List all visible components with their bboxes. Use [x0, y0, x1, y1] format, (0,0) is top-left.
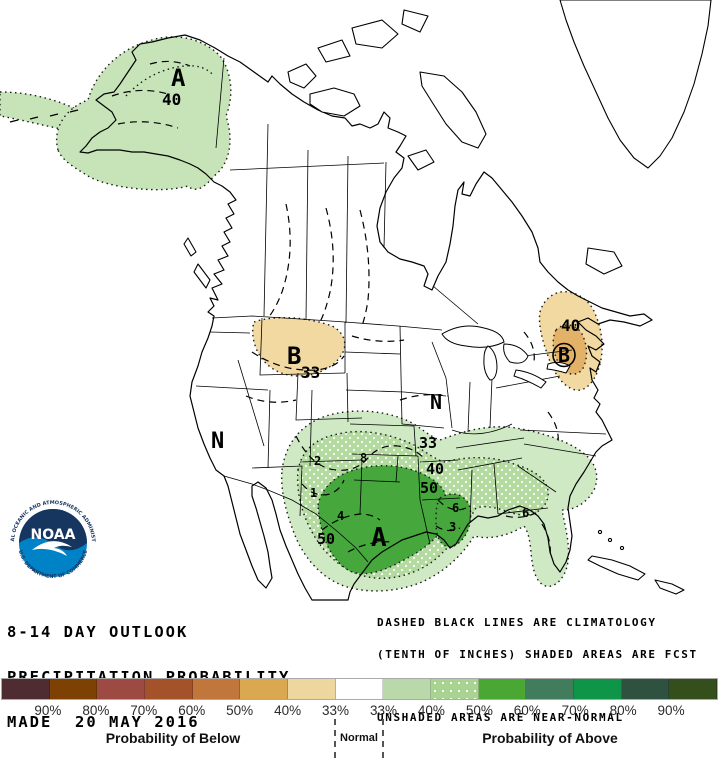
colorbar-swatch — [192, 679, 241, 699]
colorbar-tick-label: 90% — [34, 703, 62, 718]
region-label: N — [430, 390, 442, 414]
lake-huron — [503, 343, 529, 364]
colorbar-swatch — [2, 679, 50, 699]
region-label: 33 — [419, 434, 437, 452]
southampton-island — [407, 149, 435, 171]
normal-left-divider — [334, 719, 336, 758]
region-label: A — [371, 523, 387, 553]
region-label-circle — [552, 342, 576, 368]
colorbar-swatch — [335, 679, 384, 699]
region-label: N — [211, 429, 224, 454]
colorbar-swatch — [574, 679, 622, 699]
victoria-island — [309, 87, 361, 117]
colorbar-swatch — [240, 679, 289, 699]
colorbar-tick-label: 60% — [178, 703, 206, 718]
colorbar-swatch — [478, 679, 527, 699]
colorbar — [1, 678, 718, 700]
region-label: B — [287, 342, 301, 370]
climatology-value-label: 8 — [360, 451, 367, 465]
probability-below-label: Probability of Below — [105, 730, 241, 746]
colorbar-swatch — [383, 679, 432, 699]
region-label: 40 — [426, 460, 444, 478]
region-label: 50 — [317, 530, 335, 548]
normal-label: Normal — [340, 732, 378, 744]
colorbar-swatch — [288, 679, 336, 699]
region-label: A — [171, 64, 186, 92]
cuba — [587, 555, 646, 581]
colorbar-swatch — [49, 679, 98, 699]
colorbar-tick-label: 50% — [465, 703, 493, 718]
noaa-logo: NOAA NATIONAL OCEANIC AND ATMOSPHERIC AD… — [6, 496, 99, 589]
colorbar-tick-label: 80% — [609, 703, 637, 718]
noaa-wordmark: NOAA — [31, 527, 76, 543]
lake-erie — [513, 369, 547, 389]
lake-superior — [441, 325, 505, 348]
region-label: 40 — [561, 316, 580, 335]
colorbar-swatch — [526, 679, 575, 699]
colorbar-tick-label: 60% — [513, 703, 541, 718]
alaska-40-contour — [125, 65, 215, 97]
hispaniola — [654, 579, 685, 595]
ellesmere-island — [351, 19, 399, 49]
climatology-value-label: 6 — [522, 506, 529, 520]
newfoundland — [585, 247, 623, 275]
probability-above-label: Probability of Above — [482, 730, 618, 746]
vancouver-island — [193, 263, 211, 289]
colorbar-swatch — [145, 679, 193, 699]
colorbar-tick-label: 33% — [369, 703, 397, 718]
colorbar-tick-label: 90% — [657, 703, 685, 718]
region-label: B — [558, 343, 570, 367]
legend-note: DASHED BLACK LINES ARE CLIMATOLOGY (TENT… — [377, 616, 698, 724]
climatology-value-label: 2 — [314, 454, 321, 468]
region-label: 50 — [420, 479, 438, 497]
climatology-value-label: 1 — [310, 486, 317, 500]
made-date: MADE 20 MAY 2016 — [7, 713, 200, 731]
climatology-value-label: 6 — [452, 501, 459, 515]
noaa-seagull-icon — [32, 541, 72, 556]
northeast-below-40-region — [552, 324, 588, 375]
colorbar-swatch — [669, 679, 718, 699]
colorbar-tick-label: 40% — [274, 703, 302, 718]
colorbar-tick-label: 70% — [561, 703, 589, 718]
colorbar-tick-label: 40% — [417, 703, 445, 718]
greenland — [559, 0, 712, 169]
colorbar-swatch — [621, 679, 670, 699]
banks-island — [287, 63, 317, 89]
colorbar-tick-label: 70% — [130, 703, 158, 718]
colorbar-swatch — [97, 679, 146, 699]
aleutian-islands — [9, 109, 79, 123]
region-label: 40 — [162, 90, 181, 109]
baffin-island — [419, 71, 487, 149]
colorbar-swatch — [431, 679, 479, 699]
region-label: 33 — [301, 363, 320, 382]
climatology-value-label: 4 — [337, 509, 344, 523]
climatology-value-label: 3 — [449, 520, 456, 534]
alaska-above-region — [56, 36, 232, 191]
normal-right-divider — [382, 719, 384, 758]
product-title: 8-14 DAY OUTLOOK — [7, 623, 189, 641]
coastlines — [9, 0, 712, 601]
colorbar-percent-labels: 90% 80% 70% 60% 50% 40% 33% 33% 40% 50% 60% 70% 80% 9… — [0, 703, 719, 719]
lake-michigan — [483, 345, 498, 381]
colorbar-tick-label: 50% — [226, 703, 254, 718]
colorbar-tick-label: 80% — [82, 703, 110, 718]
noaa-sky — [19, 509, 87, 551]
colorbar-tick-label: 33% — [322, 703, 350, 718]
state-borders — [195, 57, 607, 563]
montana-below-region — [251, 317, 346, 377]
